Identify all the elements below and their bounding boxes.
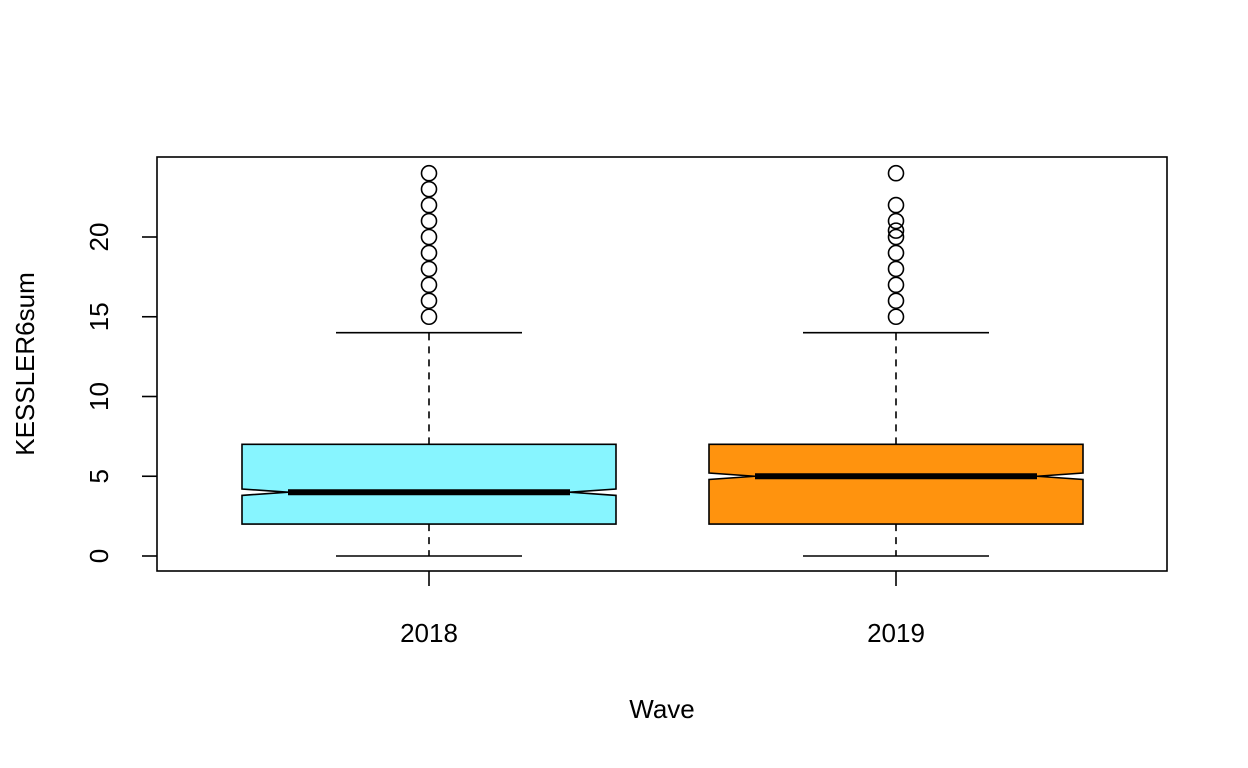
outlier-point [887, 276, 905, 294]
outlier-point [887, 228, 905, 246]
y-tick-label: 10 [84, 382, 114, 411]
x-axis: 2018 2019 [400, 571, 925, 648]
outlier-point [420, 244, 438, 262]
outlier-point [420, 164, 438, 182]
box-group-2019 [708, 164, 1084, 557]
outlier-point [420, 308, 438, 326]
outlier-point [887, 308, 905, 326]
outlier-point [420, 276, 438, 294]
outlier-point [420, 228, 438, 246]
y-tick-label: 0 [84, 549, 114, 563]
y-tick-label: 15 [84, 302, 114, 331]
outlier-point [420, 260, 438, 278]
x-tick-label: 2018 [400, 618, 458, 648]
notched-box [708, 443, 1084, 525]
outlier-point [887, 212, 905, 230]
box-group-2018 [241, 164, 617, 557]
y-axis-label: KESSLER6sum [10, 272, 40, 456]
y-tick-label: 20 [84, 223, 114, 252]
notched-box [241, 443, 617, 525]
outlier-point [420, 196, 438, 214]
outlier-point [887, 292, 905, 310]
outlier-point [887, 164, 905, 182]
plot-frame [156, 156, 1168, 572]
x-axis-label: Wave [629, 694, 695, 724]
x-tick-label: 2019 [867, 618, 925, 648]
outlier-point [887, 222, 905, 239]
outlier-point [420, 292, 438, 310]
outlier-point [887, 244, 905, 262]
y-tick-label: 5 [84, 469, 114, 483]
outlier-point [420, 180, 438, 198]
outlier-point [887, 260, 905, 278]
outlier-point [887, 196, 905, 214]
outlier-point [420, 212, 438, 230]
y-axis: 0 5 10 15 20 [84, 223, 157, 563]
boxes [241, 164, 1084, 557]
